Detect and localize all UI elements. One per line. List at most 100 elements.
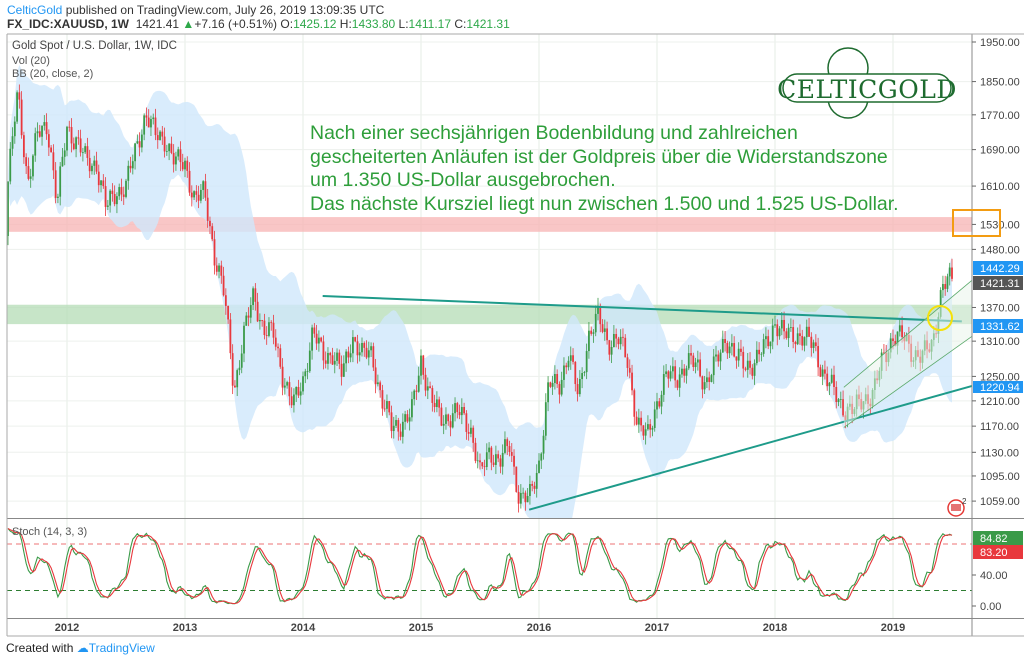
candle: [252, 286, 254, 310]
price-tick-label: 1130.00: [980, 447, 1019, 459]
stoch-pane[interactable]: [7, 528, 972, 605]
tradingview-link[interactable]: TradingView: [88, 641, 155, 655]
candle-body: [372, 346, 375, 368]
candle-body: [901, 325, 903, 337]
candle-body: [57, 196, 59, 198]
candle-body: [356, 341, 359, 356]
candle: [349, 344, 352, 363]
candle: [883, 343, 885, 355]
candle: [7, 181, 9, 246]
candle-body: [687, 353, 690, 369]
footer: Created with ☁TradingView: [6, 641, 155, 655]
price-label: 1331.62: [980, 321, 1020, 333]
candle: [18, 84, 21, 109]
candle-body: [109, 190, 112, 206]
price-label: 1220.94: [980, 382, 1020, 394]
candle-body: [240, 353, 243, 368]
candle-body: [66, 126, 68, 151]
candle: [104, 177, 107, 217]
candle-body: [951, 267, 953, 279]
candle-body: [429, 386, 431, 389]
candle-body: [415, 390, 418, 392]
candle-body: [333, 360, 336, 365]
candle: [47, 129, 50, 157]
candle: [742, 346, 745, 378]
time-tick-label: 2019: [881, 622, 905, 634]
candle: [277, 343, 279, 358]
candle: [513, 449, 515, 475]
candle: [286, 380, 289, 389]
candle-body: [558, 384, 561, 395]
candle-body: [224, 295, 227, 306]
stoch-legend[interactable]: Stoch (14, 3, 3): [12, 526, 88, 538]
candle-body: [733, 343, 736, 357]
candle: [168, 143, 171, 161]
candle-body: [93, 160, 96, 166]
candle-body: [363, 343, 366, 348]
candle: [36, 122, 39, 142]
candle: [519, 484, 522, 509]
candle: [626, 353, 629, 377]
candle: [265, 326, 268, 345]
candle-body: [243, 325, 245, 354]
candle-body: [699, 359, 702, 377]
candle-body: [113, 194, 116, 205]
candle: [238, 360, 241, 376]
candle-body: [785, 331, 788, 339]
candle: [585, 343, 588, 380]
tradingview-logo-icon: ☁: [76, 641, 89, 655]
candle-body: [395, 420, 397, 426]
candle: [544, 393, 547, 441]
candle: [338, 349, 341, 370]
candle: [524, 490, 527, 511]
candle-body: [338, 352, 341, 364]
target-box: [952, 209, 1001, 237]
candle: [302, 371, 304, 395]
candle-body: [88, 157, 91, 172]
candle-body: [678, 374, 681, 388]
candle-body: [152, 117, 155, 120]
candle-body: [181, 162, 184, 170]
author-link[interactable]: CelticGold: [7, 3, 63, 17]
candle-body: [826, 373, 829, 387]
candle: [352, 330, 354, 363]
candle: [340, 355, 343, 386]
candle: [32, 154, 34, 181]
candle-body: [20, 99, 23, 136]
price-pane[interactable]: [7, 64, 972, 561]
candle: [476, 451, 479, 469]
candle: [942, 275, 944, 298]
candle-body: [199, 189, 202, 201]
candle-body: [892, 338, 894, 342]
candle-body: [497, 454, 500, 459]
candle: [399, 423, 402, 441]
vol-legend[interactable]: Vol (20): [12, 55, 50, 67]
candle-body: [138, 141, 141, 148]
publish-line: CelticGold published on TradingView.com,…: [7, 3, 384, 17]
candle: [97, 164, 100, 193]
candle: [59, 161, 62, 206]
bb-legend[interactable]: BB (20, close, 2): [12, 68, 94, 80]
candle: [898, 318, 901, 337]
candle: [494, 445, 497, 474]
candle-body: [95, 160, 98, 172]
candle-body: [41, 125, 43, 137]
candle: [358, 343, 361, 362]
candle-body: [16, 92, 18, 122]
annotation-line: Das nächste Kursziel liegt nun zwischen …: [310, 192, 899, 215]
candle: [327, 347, 329, 370]
candle-body: [47, 134, 50, 148]
candle: [424, 367, 427, 397]
candle: [687, 344, 690, 371]
candle: [445, 407, 447, 430]
candle-body: [111, 190, 114, 195]
candle-body: [435, 399, 438, 408]
candle-body: [676, 380, 679, 388]
candle-body: [701, 376, 704, 390]
candle: [771, 318, 774, 350]
candle: [120, 178, 123, 202]
candle-body: [476, 460, 479, 462]
candle: [647, 415, 649, 431]
candle-body: [447, 414, 450, 422]
